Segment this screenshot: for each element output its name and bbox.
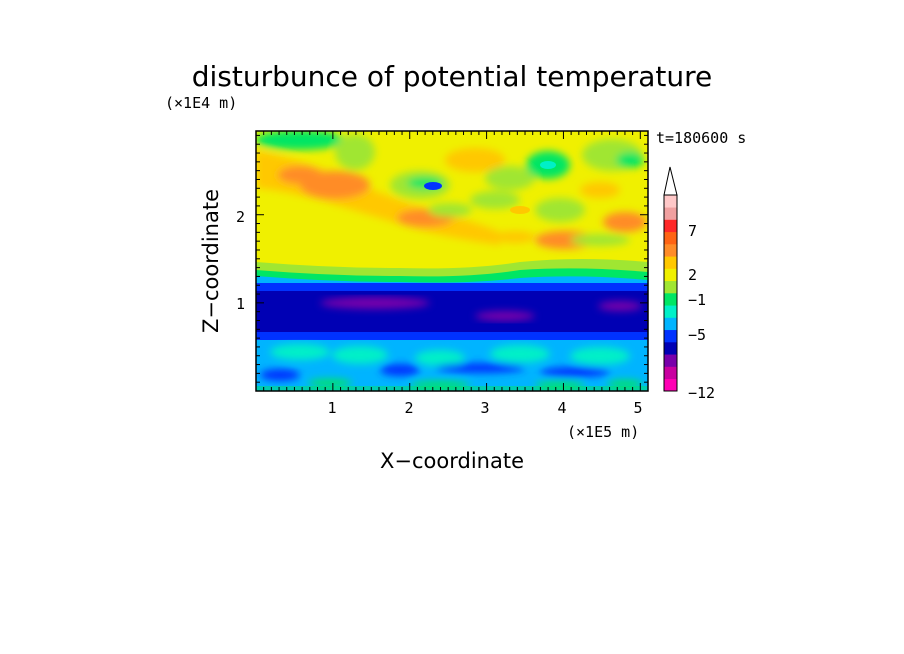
contour-field [256,131,648,391]
colorbar-label: −5 [688,326,706,344]
time-label: t=180600 s [656,129,746,147]
y-axis-label: Z−coordinate [199,189,223,333]
y-tick-label: 1 [236,295,245,313]
x-tick-label: 4 [557,399,566,417]
x-tick-labels: 1 2 3 4 5 [327,399,642,417]
colorbar-segment [664,207,677,220]
y-tick-labels: 1 2 [236,208,245,313]
colorbar-segment [664,219,677,233]
colorbar-label: −1 [688,291,706,309]
y-unit-label: (×1E4 m) [165,94,237,112]
colorbar-segments [664,195,677,392]
x-tick-label: 2 [404,399,413,417]
colorbar-arrow [663,166,678,196]
colorbar-label: 7 [688,222,697,240]
colorbar-segment [664,354,677,367]
x-tick-label: 5 [633,399,642,417]
colorbar-segment [664,329,677,343]
x-tick-label: 1 [327,399,336,417]
colorbar-segment [664,305,677,318]
colorbar-segment [664,342,677,355]
colorbar-segment [664,378,677,392]
colorbar-labels: −12 −5 −1 2 7 [688,222,715,402]
colorbar-segment [664,244,677,257]
colorbar-segment [664,293,677,306]
colorbar-segment [664,256,677,269]
y-tick-label: 2 [236,208,245,226]
plot-frame [255,130,649,392]
colorbar-segment [664,231,677,245]
x-tick-label: 3 [480,399,489,417]
colorbar-segment [664,366,677,380]
colorbar-segment [664,195,677,208]
colorbar-label: 2 [688,266,697,284]
colorbar-segment [664,268,677,282]
colorbar [663,166,678,392]
colorbar-segment [664,317,677,331]
colorbar-segment [664,280,677,294]
x-axis-label: X−coordinate [380,449,524,473]
colorbar-label: −12 [688,384,715,402]
chart-title: disturbunce of potential temperature [192,60,713,93]
axis-ticks [256,131,649,391]
x-unit-label: (×1E5 m) [567,423,639,441]
